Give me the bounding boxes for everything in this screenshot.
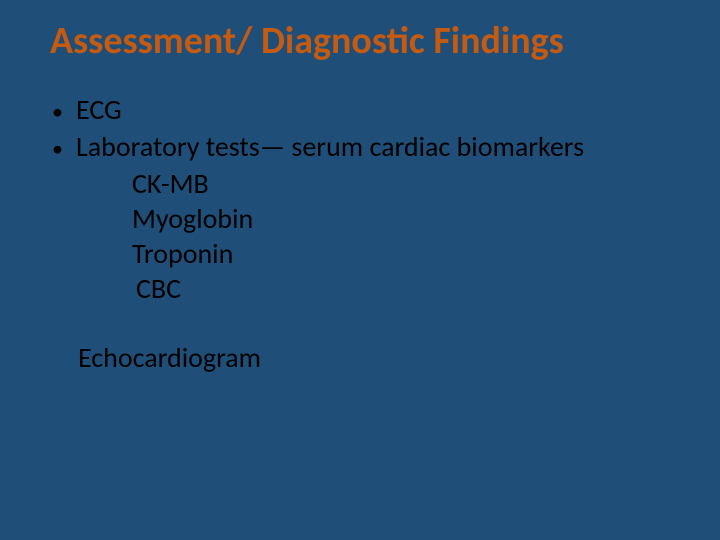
bullet-text: Laboratory tests— serum cardiac biomarke… [76,129,584,164]
spacer [44,306,720,340]
sub-item: Myoglobin [44,201,720,236]
sub-item: CK-MB [44,166,720,201]
slide: Assessment/ Diagnostic Findings • ECG • … [0,0,720,540]
sub-item: CBC [44,271,720,306]
bullet-icon: • [44,98,76,126]
bullet-item: • Laboratory tests— serum cardiac biomar… [44,129,720,164]
bullet-text: ECG [76,92,122,127]
sub-item: Troponin [44,236,720,271]
slide-body: • ECG • Laboratory tests— serum cardiac … [0,64,720,375]
bullet-icon: • [44,135,76,163]
bullet-item: • ECG [44,92,720,127]
trailing-item: Echocardiogram [44,340,720,375]
slide-title: Assessment/ Diagnostic Findings [0,0,720,64]
